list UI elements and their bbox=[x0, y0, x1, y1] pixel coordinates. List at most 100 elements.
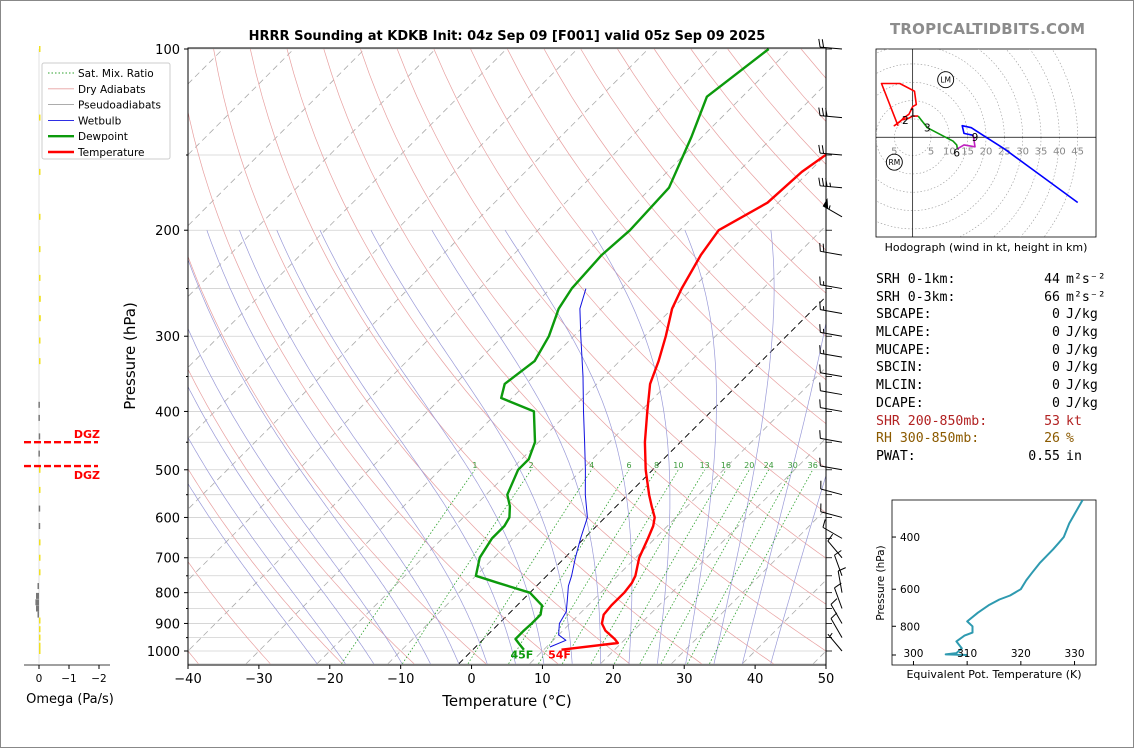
barb-full bbox=[819, 243, 821, 252]
barb-full bbox=[825, 108, 828, 117]
stat-unit: % bbox=[1066, 431, 1074, 447]
barb-staff bbox=[820, 488, 843, 496]
wind-barb bbox=[819, 276, 843, 290]
barb-staff bbox=[827, 633, 843, 652]
stat-label: SRH 0-3km: bbox=[876, 289, 956, 305]
stat-value: 0 bbox=[1052, 395, 1060, 411]
omega-bar bbox=[39, 358, 41, 365]
hodograph-ring-label: 35 bbox=[1035, 147, 1048, 158]
barb-staff bbox=[834, 587, 843, 609]
omega-bar bbox=[39, 642, 41, 649]
stat-row: SHR 200-850mb: 53 kt bbox=[876, 413, 1106, 431]
barb-staff bbox=[830, 604, 843, 624]
wind-barb bbox=[818, 177, 843, 189]
stat-value: 0.55 bbox=[1028, 448, 1060, 464]
omega-bar bbox=[36, 605, 39, 612]
hodograph-title: Hodograph (wind in kt, height in km) bbox=[885, 241, 1088, 254]
dry-adiabat bbox=[433, 48, 826, 514]
y-tick-label: 700 bbox=[155, 552, 180, 567]
skewt-profiles: 45F 54F bbox=[474, 48, 826, 662]
theta-e-panel: 300 310 320 330 400 600 800 bbox=[891, 499, 1097, 666]
stat-label: SHR 200-850mb: bbox=[876, 413, 988, 429]
pseudoadiabat bbox=[188, 327, 403, 664]
stat-row: MUCAPE: 0 J/kg bbox=[876, 342, 1106, 360]
mixing-ratio-line bbox=[467, 469, 592, 665]
omega-bar bbox=[39, 466, 41, 473]
omega-panel: DGZ DGZ 0 −1 −2 bbox=[24, 46, 110, 685]
mixing-ratio-label: 1 bbox=[472, 461, 477, 470]
dry-adiabat bbox=[543, 48, 826, 381]
hodograph-height-label: 6 bbox=[953, 148, 960, 160]
theta-e-line bbox=[944, 500, 1084, 656]
mixing-ratio-label: 30 bbox=[788, 461, 798, 470]
omega-tick-label: −2 bbox=[91, 673, 106, 685]
hodograph-ring-label: 20 bbox=[980, 147, 993, 158]
hodograph-height-label: 3 bbox=[924, 123, 931, 135]
barb-full bbox=[819, 324, 821, 333]
isotherm-line bbox=[529, 366, 826, 665]
x-tick-label: 40 bbox=[747, 672, 764, 687]
hodograph-frame bbox=[875, 48, 1097, 238]
mixing-ratio-line bbox=[709, 469, 814, 664]
brand-watermark: TROPICALTIDBITS.COM bbox=[890, 20, 1086, 38]
hodograph-plot: 5 10 15 20 25 30 35 40 45 5 12 3 69 LM RM bbox=[876, 49, 1096, 237]
mixing-ratio-label: 13 bbox=[700, 461, 710, 470]
barb-staff bbox=[820, 185, 843, 189]
skewt-y-label: Pressure (hPa) bbox=[121, 302, 139, 410]
y-tick-label: 400 bbox=[155, 405, 180, 420]
pseudoadiabat bbox=[742, 320, 826, 664]
sounding-parameters: SRH 0-1km: 44 m²s⁻² SRH 0-3km: 66 m²s⁻² SBCAPE… bbox=[876, 271, 1106, 466]
barb-full bbox=[819, 364, 821, 373]
omega-bar bbox=[38, 401, 40, 408]
omega-bar bbox=[38, 433, 41, 440]
hodograph: 5 10 15 20 25 30 35 40 45 5 12 3 69 LM RM bbox=[875, 48, 1097, 238]
theta-e-y-tick-label: 400 bbox=[900, 532, 920, 544]
barb-staff bbox=[830, 618, 843, 638]
pseudoadiabat bbox=[504, 230, 633, 664]
y-tick-label: 900 bbox=[155, 617, 180, 632]
wind-barb bbox=[820, 480, 843, 496]
pseudoadiabat bbox=[713, 230, 775, 664]
temperature-line bbox=[561, 153, 826, 651]
isotherm-line bbox=[316, 154, 826, 665]
barb-full bbox=[821, 145, 825, 154]
barb-staff bbox=[820, 309, 843, 314]
wind-barb bbox=[818, 144, 843, 156]
skewt-axes-frame bbox=[187, 47, 827, 666]
barb-staff bbox=[820, 407, 843, 412]
mixing-ratio-label: 20 bbox=[744, 461, 754, 470]
omega-x-label: Omega (Pa/s) bbox=[26, 692, 114, 707]
theta-e-y-label: Pressure (hPa) bbox=[875, 545, 887, 620]
wind-barb bbox=[827, 533, 843, 559]
wind-barb bbox=[830, 612, 843, 638]
surface-dewpoint-label: 45F bbox=[510, 649, 533, 662]
barb-full bbox=[819, 399, 821, 408]
x-tick-label: −30 bbox=[245, 672, 272, 687]
skewt-axes: −40 −30 −20 −10 0 10 20 30 40 50 100 200 300 400 500 60… bbox=[147, 43, 834, 687]
hodograph-ring-label: 5 bbox=[891, 147, 897, 158]
stat-unit: J/kg bbox=[1066, 378, 1098, 394]
stat-unit: kt bbox=[1066, 413, 1082, 429]
pseudoadiabat bbox=[370, 230, 573, 664]
barb-full bbox=[822, 519, 826, 528]
stat-label: RH 300-850mb: bbox=[876, 431, 980, 447]
omega-tick-label: 0 bbox=[36, 673, 43, 685]
wind-barb bbox=[820, 503, 843, 518]
omega-bar bbox=[39, 168, 41, 175]
hodograph-ring-label: 10 bbox=[943, 147, 956, 158]
omega-bar bbox=[38, 450, 40, 457]
dry-adiabat bbox=[188, 255, 487, 665]
legend-label: Temperature bbox=[77, 147, 145, 159]
mixing-ratio-label: 6 bbox=[626, 461, 631, 470]
wind-barb bbox=[822, 519, 843, 539]
dry-adiabat bbox=[213, 48, 630, 665]
theta-e-x-tick-label: 320 bbox=[1011, 648, 1031, 660]
x-tick-label: −20 bbox=[316, 672, 343, 687]
stat-row: DCAPE: 0 J/kg bbox=[876, 395, 1106, 413]
y-tick-label: 600 bbox=[155, 511, 180, 526]
mixing-ratio-label: 10 bbox=[673, 461, 683, 470]
omega-bar bbox=[39, 46, 41, 52]
dry-adiabat bbox=[580, 48, 826, 337]
hodograph-height-label: 9 bbox=[972, 132, 979, 144]
